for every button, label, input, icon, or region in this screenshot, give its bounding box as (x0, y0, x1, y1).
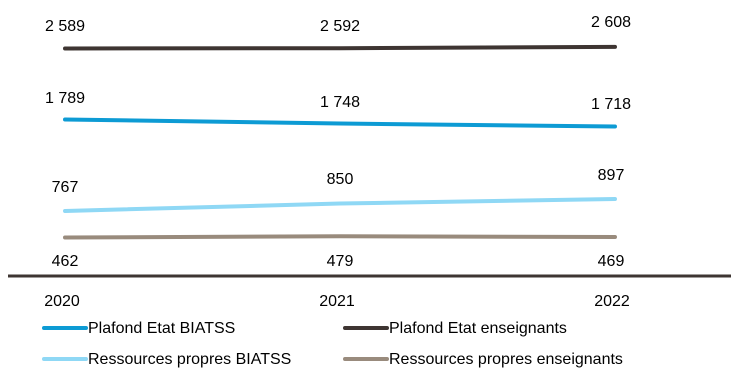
x-tick-label: 2022 (594, 293, 630, 310)
series-line-plafond-etat-biatss (63, 117, 617, 129)
data-label-ressources-propres-enseignants-1: 479 (327, 253, 354, 270)
data-label-ressources-propres-enseignants-0: 462 (52, 253, 79, 270)
x-tick-labels: 2020 2021 2022 (44, 293, 630, 310)
series-line-ressources-propres-enseignants (63, 234, 617, 240)
legend-item-plafond-etat-biatss: Plafond Etat BIATSS (42, 320, 235, 337)
data-label-plafond-etat-enseignants-0: 2 589 (45, 18, 85, 35)
legend-item-plafond-etat-enseignants: Plafond Etat enseignants (343, 320, 567, 337)
data-label-ressources-propres-enseignants-2: 469 (598, 253, 625, 270)
data-label-ressources-propres-biatss-1: 850 (327, 171, 354, 188)
data-label-plafond-etat-biatss-1: 1 748 (320, 94, 360, 111)
legend-item-ressources-propres-biatss: Ressources propres BIATSS (42, 351, 291, 368)
series-layer (63, 44, 617, 240)
legend-label: Plafond Etat BIATSS (88, 320, 235, 337)
data-label-plafond-etat-biatss-2: 1 718 (591, 96, 631, 113)
x-tick-label: 2020 (44, 293, 80, 310)
legend-label: Ressources propres enseignants (389, 351, 623, 368)
legend: Plafond Etat BIATSS Plafond Etat enseigna… (42, 320, 623, 368)
x-tick-label: 2021 (319, 293, 355, 310)
data-labels: 2 589 2 592 2 608 1 789 1 748 1 718 767 850 897 4… (45, 14, 631, 270)
data-label-plafond-etat-enseignants-2: 2 608 (591, 14, 631, 31)
data-label-ressources-propres-biatss-0: 767 (52, 179, 79, 196)
legend-item-ressources-propres-enseignants: Ressources propres enseignants (343, 351, 623, 368)
legend-label: Ressources propres BIATSS (88, 351, 291, 368)
series-line-plafond-etat-enseignants (63, 44, 617, 51)
series-line-ressources-propres-biatss (63, 197, 617, 213)
legend-label: Plafond Etat enseignants (389, 320, 567, 337)
data-label-ressources-propres-biatss-2: 897 (598, 167, 625, 184)
data-label-plafond-etat-enseignants-1: 2 592 (320, 18, 360, 35)
data-label-plafond-etat-biatss-0: 1 789 (45, 90, 85, 107)
